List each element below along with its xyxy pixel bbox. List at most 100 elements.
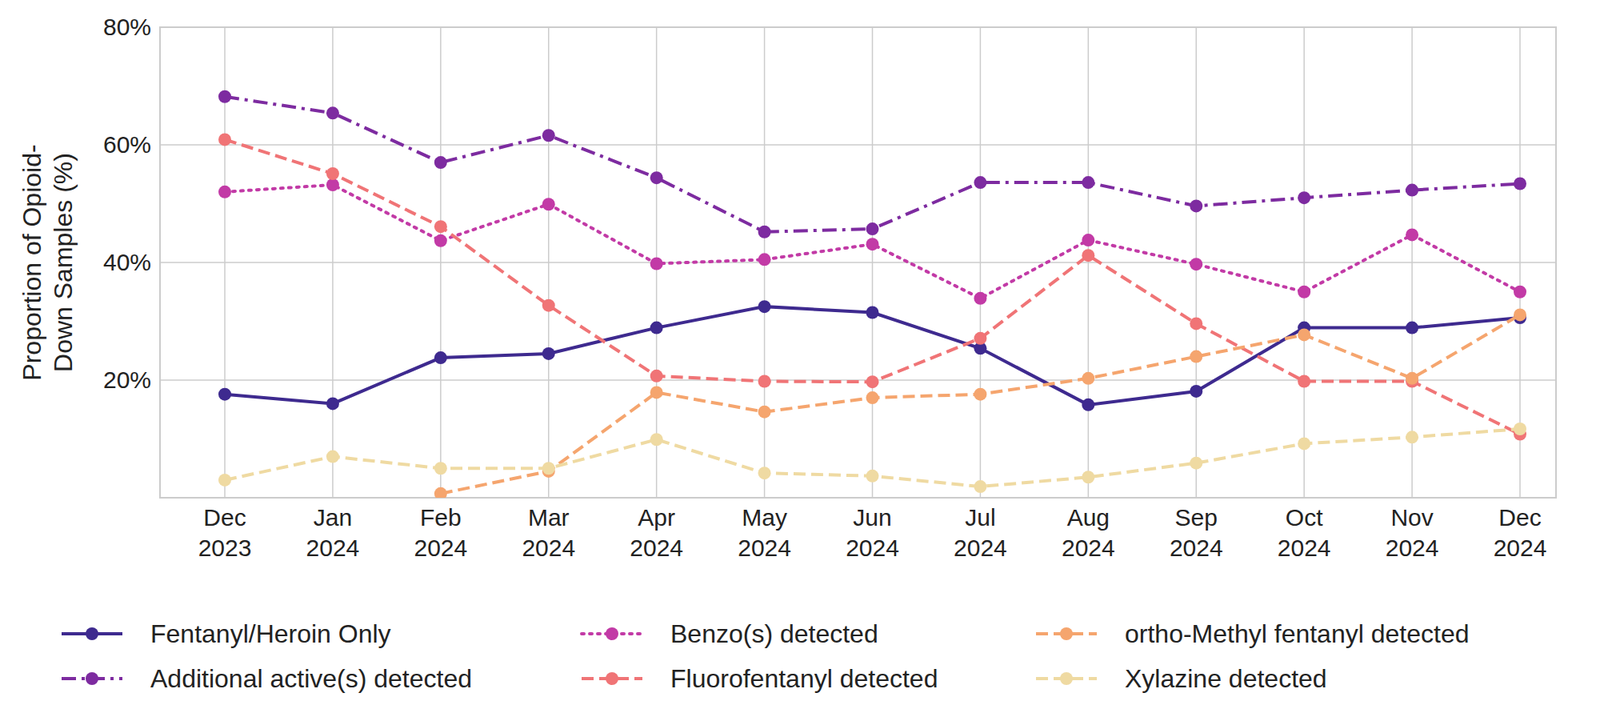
series-marker [218,132,232,146]
series-marker [1189,316,1203,330]
series-marker [973,176,987,189]
y-tick-label: 20% [103,366,152,393]
x-grid-line [332,27,334,498]
series-marker [1081,176,1095,189]
series-marker [650,256,664,270]
series-marker [758,374,772,388]
series-marker [1297,436,1311,450]
y-tick-label: 80% [103,13,152,40]
series-marker [218,473,232,487]
series-marker [326,396,340,410]
y-axis-label: Proportion of Opioid-Down Samples (%) [17,144,78,380]
series-marker [973,480,987,493]
x-tick-label: Feb2024 [413,504,468,561]
series-marker [1405,430,1419,444]
legend-marker [85,627,99,640]
series-marker [1189,257,1203,271]
x-tick-label: Jun2024 [845,504,900,561]
series-marker [758,466,772,480]
series-marker [1081,233,1095,247]
series-marker [1189,384,1203,398]
legend-label: Fentanyl/Heroin Only [150,619,392,648]
series-marker [1405,184,1419,197]
series-line [224,306,1520,405]
series-marker [650,432,664,446]
series-marker [1297,285,1311,299]
series-marker [326,106,340,120]
series-line [224,184,1520,299]
x-tick-label: Aug2024 [1061,504,1116,561]
series-marker [650,369,664,383]
x-grid-line [1411,27,1413,498]
legend-marker [1060,672,1073,685]
series-marker [1513,285,1527,299]
legend-label: ortho-Methyl fentanyl detected [1124,619,1469,648]
series-marker [1081,398,1095,412]
series-line [224,139,1520,434]
series-marker [542,461,556,475]
series-marker [542,347,556,360]
series-marker [650,321,664,335]
series-marker [973,292,987,305]
series-marker [758,225,772,239]
series-marker [434,351,448,364]
series-marker [758,405,772,419]
x-grid-line [548,27,550,498]
series-marker [866,222,880,236]
x-tick-label: Apr2024 [629,504,684,561]
y-grid-line [160,261,1556,264]
legend-label: Additional active(s) detected [150,664,472,693]
series-marker [866,391,880,404]
x-tick-label: Jan2024 [306,504,360,561]
plot-frame [160,27,1556,498]
series-line [440,314,1520,493]
series-marker [326,450,340,464]
chart: 20%40%60%80%Dec2023Jan2024Feb2024Mar2024… [0,0,1600,725]
x-grid-line [872,27,874,498]
series-marker [1513,177,1527,191]
series-marker [1081,372,1095,385]
y-tick-label: 60% [103,131,152,158]
x-tick-label: Dec2023 [198,504,252,561]
series-marker [650,171,664,184]
series-marker [218,388,232,401]
y-tick-label: 40% [103,248,152,276]
x-tick-label: Sep2024 [1169,504,1224,561]
series-marker [1405,228,1419,241]
x-tick-label: May2024 [737,504,792,561]
series-line [224,96,1520,232]
x-tick-label: Jul2024 [953,504,1008,561]
series-marker [434,461,448,475]
y-grid-line [160,144,1556,146]
series-marker [1189,456,1203,470]
x-tick-label: Oct2024 [1277,504,1332,561]
series-marker [1297,374,1311,388]
series-marker [326,167,340,180]
x-grid-line [1303,27,1305,498]
x-grid-line [1088,27,1090,498]
legend-marker [85,672,99,685]
series-marker [1405,372,1419,385]
series-marker [1189,199,1203,212]
series-marker [866,305,880,319]
x-grid-line [440,27,442,498]
series-marker [973,332,987,345]
series-marker [1513,422,1527,436]
series-marker [542,197,556,211]
plot-area [218,90,1527,498]
series-marker [758,300,772,313]
series-marker [866,237,880,251]
series-marker [434,156,448,169]
legend-marker [1060,627,1073,640]
series-marker [434,220,448,233]
series-marker [650,385,664,399]
series-marker [542,299,556,312]
series-marker [1081,248,1095,262]
legend-marker [605,672,619,685]
series-marker [866,375,880,388]
x-tick-label: Dec2024 [1493,504,1548,561]
series-marker [1513,308,1527,321]
series-marker [542,128,556,142]
series-marker [1405,321,1419,335]
series-marker [1189,350,1203,364]
